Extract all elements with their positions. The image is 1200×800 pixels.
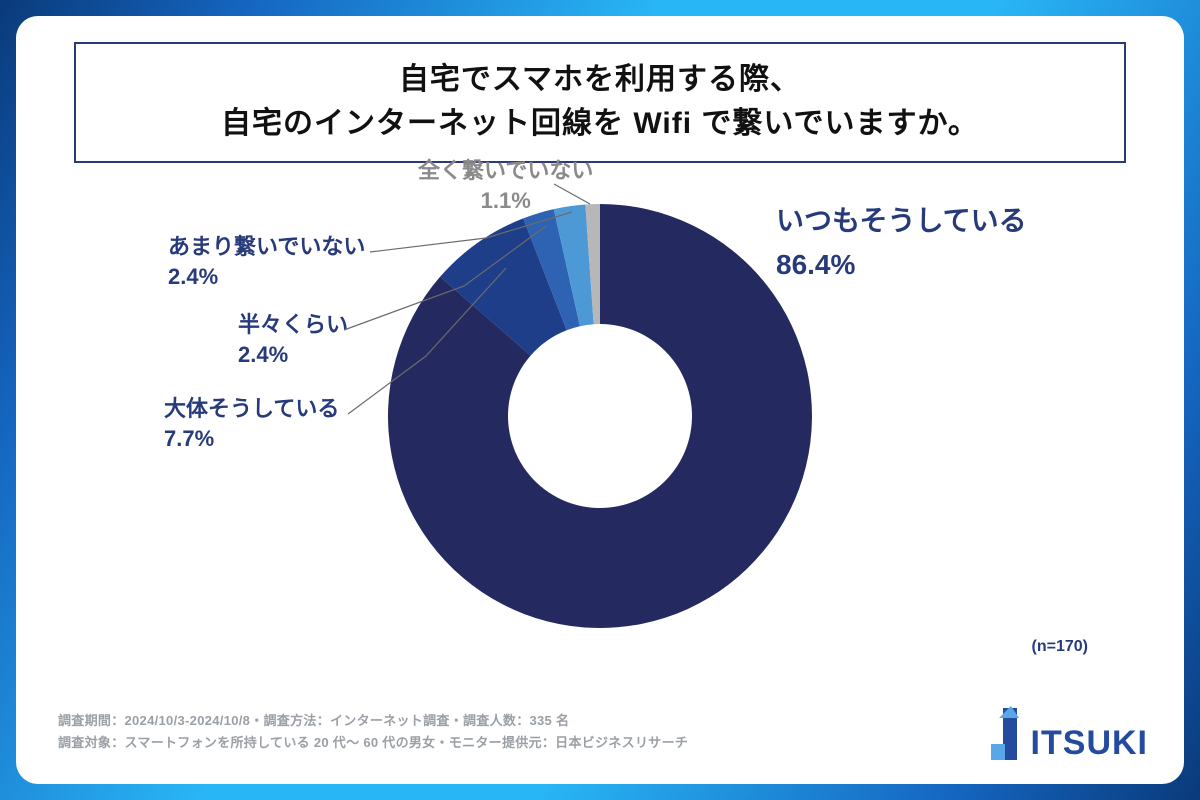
label-rarely-value: 2.4% [168, 262, 365, 292]
card: 自宅でスマホを利用する際、 自宅のインターネット回線を Wifi で繋いでいます… [16, 16, 1184, 784]
label-never: 全く繋いでいない 1.1% [418, 156, 593, 215]
label-mostly-value: 7.7% [164, 424, 339, 454]
label-always: いつもそうしている 86.4% [776, 202, 1027, 284]
n-note: (n=170) [1032, 638, 1088, 656]
label-rarely-name: あまり繋いでいない [168, 232, 365, 262]
label-always-name: いつもそうしている [776, 202, 1027, 240]
footer-line-2: 調査対象：スマートフォンを所持している 20 代〜 60 代の男女・モニター提供… [58, 732, 688, 754]
label-mostly-name: 大体そうしている [164, 394, 339, 424]
footer-line-1: 調査期間：2024/10/3-2024/10/8・調査方法：インターネット調査・… [58, 710, 688, 732]
donut-chart [380, 196, 820, 636]
brand: ITSUKI [991, 708, 1148, 760]
label-mostly: 大体そうしている 7.7% [164, 394, 339, 453]
label-half-name: 半々くらい [238, 310, 348, 340]
brand-text: ITSUKI [1031, 726, 1148, 760]
label-half-value: 2.4% [238, 340, 348, 370]
label-half: 半々くらい 2.4% [238, 310, 348, 369]
label-never-name: 全く繋いでいない [418, 156, 593, 186]
title-box: 自宅でスマホを利用する際、 自宅のインターネット回線を Wifi で繋いでいます… [74, 42, 1126, 163]
title-line-1: 自宅でスマホを利用する際、 [96, 58, 1104, 102]
chart-area: いつもそうしている 86.4% 大体そうしている 7.7% 半々くらい 2.4%… [16, 156, 1184, 676]
brand-logo-icon [991, 708, 1027, 760]
label-always-value: 86.4% [776, 246, 1027, 284]
label-never-value: 1.1% [418, 186, 593, 216]
footer: 調査期間：2024/10/3-2024/10/8・調査方法：インターネット調査・… [58, 710, 688, 754]
label-rarely: あまり繋いでいない 2.4% [168, 232, 365, 291]
title-line-2: 自宅のインターネット回線を Wifi で繋いでいますか。 [96, 102, 1104, 146]
